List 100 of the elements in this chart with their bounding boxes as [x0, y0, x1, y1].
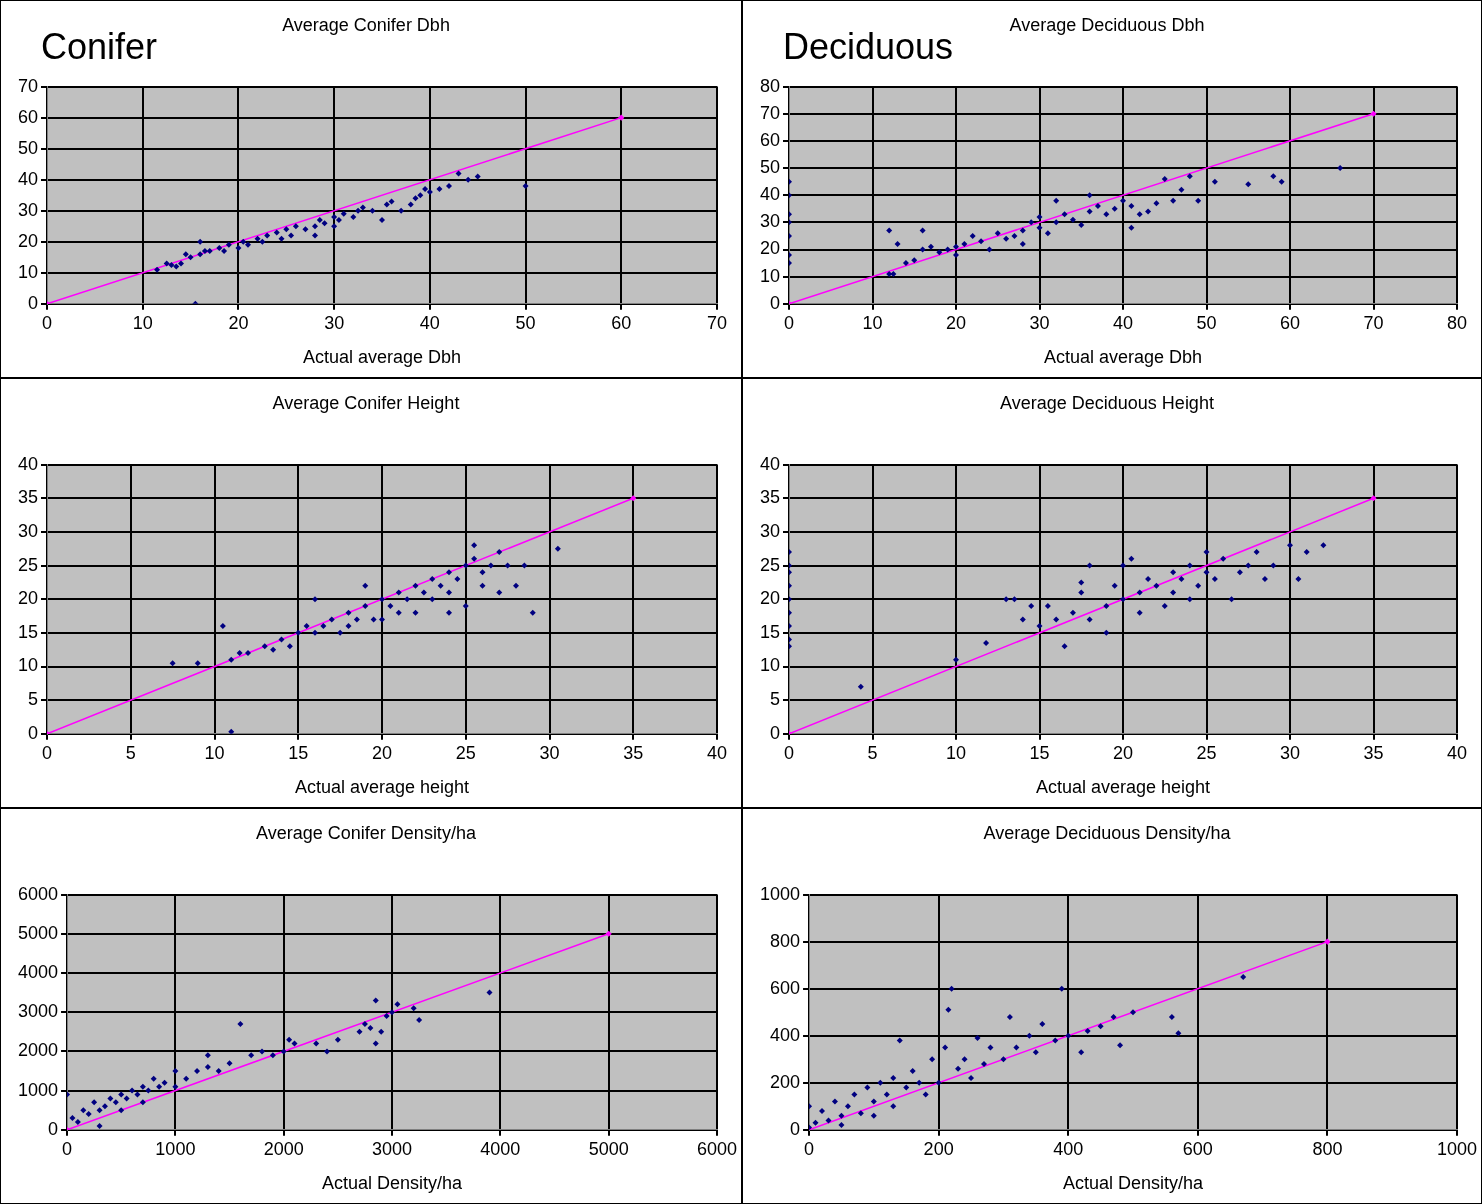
point — [69, 1115, 76, 1122]
point — [362, 602, 369, 609]
point — [248, 1052, 255, 1059]
point — [350, 213, 357, 220]
x-axis-title: Actual Density/ha — [1062, 1173, 1205, 1194]
point — [183, 1075, 190, 1082]
point — [335, 217, 342, 224]
point — [410, 1005, 417, 1012]
point — [870, 1112, 877, 1119]
point — [172, 1083, 179, 1090]
point — [1245, 181, 1252, 188]
point — [838, 1122, 845, 1129]
x-tick-label: 2000 — [263, 1138, 304, 1159]
point — [446, 609, 453, 616]
point — [479, 582, 486, 589]
point — [1295, 576, 1302, 583]
point — [204, 1052, 211, 1059]
point — [1228, 596, 1235, 603]
x-tick-label: 80 — [1446, 312, 1468, 333]
point — [1136, 211, 1143, 218]
point — [407, 201, 414, 208]
y-tick-label: 0 — [48, 1118, 59, 1139]
point — [896, 1037, 903, 1044]
y-tick-label: 30 — [759, 520, 781, 541]
point — [1011, 596, 1018, 603]
x-tick-label: 35 — [623, 742, 644, 763]
x-tick-label: 60 — [1279, 312, 1301, 333]
point — [228, 656, 235, 663]
y-tick-label: 200 — [770, 1071, 801, 1092]
point — [139, 1099, 146, 1106]
point — [154, 266, 161, 273]
point — [486, 989, 493, 996]
y-tick-label: 10 — [17, 261, 39, 282]
y-tick-label: 800 — [770, 930, 801, 951]
point — [831, 1098, 838, 1105]
x-tick-label: 70 — [1363, 312, 1384, 333]
x-tick-label: 10 — [862, 312, 883, 333]
point — [1036, 623, 1043, 630]
x-tick-label: 70 — [706, 312, 728, 333]
point — [139, 1083, 146, 1090]
point — [331, 213, 338, 220]
point — [1039, 1020, 1046, 1027]
point — [1103, 211, 1110, 218]
point — [436, 185, 443, 192]
point — [372, 1040, 379, 1047]
point — [280, 1048, 287, 1055]
point — [1053, 197, 1060, 204]
point — [1337, 165, 1344, 172]
point — [513, 582, 520, 589]
point — [1065, 1032, 1072, 1039]
x-tick-label: 20 — [228, 312, 249, 333]
point — [372, 997, 379, 1004]
point — [1032, 1049, 1039, 1056]
point — [295, 629, 302, 636]
point — [994, 230, 1001, 237]
point — [340, 210, 347, 217]
point — [1270, 173, 1277, 180]
point — [838, 1112, 845, 1119]
point — [911, 257, 918, 264]
point — [1240, 973, 1247, 980]
x-tick-label: 20 — [372, 742, 393, 763]
point — [1186, 173, 1193, 180]
point — [1086, 562, 1093, 569]
y-tick-label: 5000 — [18, 922, 59, 943]
y-tick-label: 10 — [759, 655, 781, 676]
x-tick-label: 200 — [923, 1138, 954, 1159]
point — [420, 589, 427, 596]
y-tick-label: 3000 — [18, 1001, 59, 1022]
point — [416, 1017, 423, 1024]
point — [394, 1001, 401, 1008]
point — [916, 1079, 923, 1086]
point — [844, 1103, 851, 1110]
point — [313, 1040, 320, 1047]
point — [1006, 1013, 1013, 1020]
point — [1003, 596, 1010, 603]
point — [1168, 1013, 1175, 1020]
y-tick-label: 30 — [17, 199, 39, 220]
point — [1270, 562, 1277, 569]
point — [961, 1056, 968, 1063]
point — [1136, 609, 1143, 616]
point — [1236, 569, 1243, 576]
y-tick-label: 4000 — [18, 961, 59, 982]
point — [378, 1028, 385, 1035]
chart-title: Average Conifer Height — [272, 392, 460, 413]
point — [1261, 576, 1268, 583]
point — [886, 227, 893, 234]
point — [163, 260, 170, 267]
point — [1278, 178, 1285, 185]
point — [1195, 582, 1202, 589]
point — [927, 243, 934, 250]
x-tick-label: 0 — [62, 1138, 73, 1159]
point — [1136, 589, 1143, 596]
point — [215, 1068, 222, 1074]
y-tick-label: 40 — [759, 453, 781, 474]
point — [412, 609, 419, 616]
x-tick-label: 10 — [132, 312, 153, 333]
point — [1094, 203, 1101, 210]
point — [283, 226, 290, 233]
point — [504, 562, 511, 569]
point — [1220, 555, 1227, 562]
